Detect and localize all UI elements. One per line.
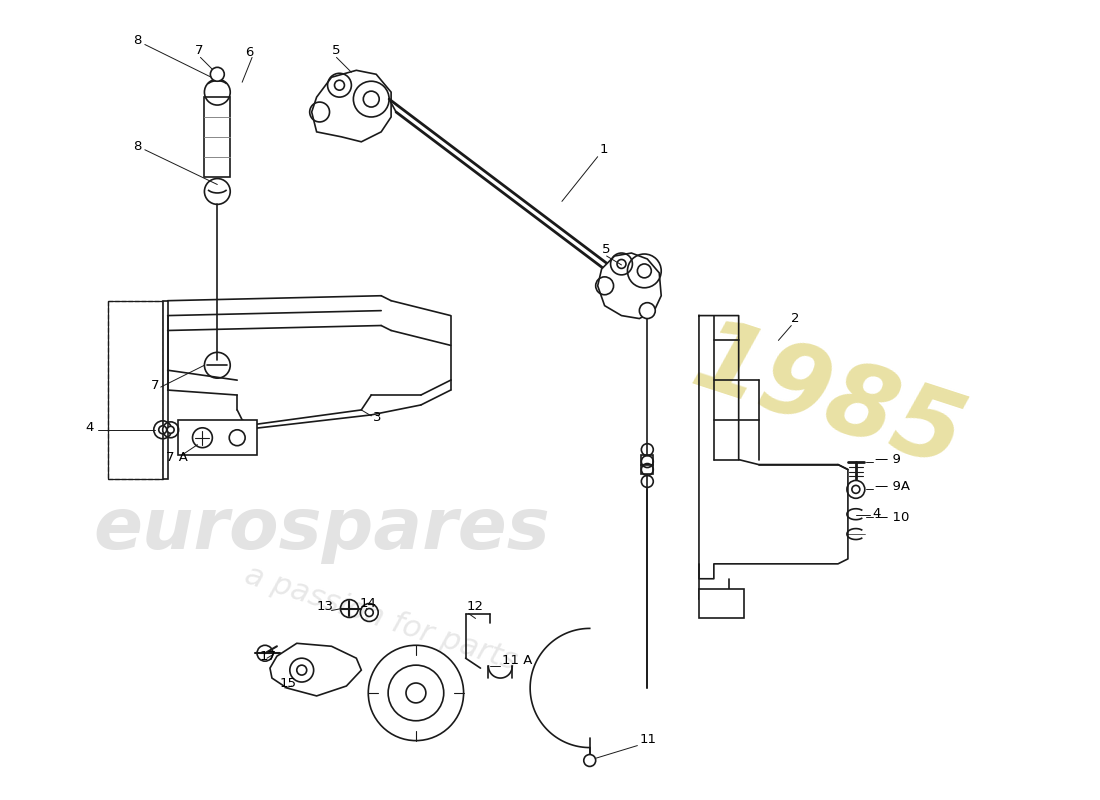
Circle shape xyxy=(365,609,373,617)
Circle shape xyxy=(851,486,860,494)
Text: 11 A: 11 A xyxy=(503,654,532,666)
Polygon shape xyxy=(205,97,230,177)
Polygon shape xyxy=(641,454,653,465)
Circle shape xyxy=(210,67,224,82)
Text: 8: 8 xyxy=(133,34,141,47)
Polygon shape xyxy=(177,420,257,454)
Text: — 9: — 9 xyxy=(874,453,901,466)
Text: 6: 6 xyxy=(245,46,253,59)
Text: 7 A: 7 A xyxy=(166,451,188,464)
Text: 14: 14 xyxy=(360,597,376,610)
Text: 7: 7 xyxy=(195,44,204,57)
Text: 15: 15 xyxy=(279,677,297,690)
Text: — 10: — 10 xyxy=(874,510,909,524)
Text: 5: 5 xyxy=(602,242,610,255)
Text: 5: 5 xyxy=(331,44,340,57)
Circle shape xyxy=(639,302,656,318)
Polygon shape xyxy=(597,253,661,318)
Text: a passion for parts: a passion for parts xyxy=(241,561,521,676)
Text: 1985: 1985 xyxy=(681,311,976,489)
Text: 8: 8 xyxy=(133,140,141,154)
Circle shape xyxy=(167,426,174,434)
Text: — 9A: — 9A xyxy=(874,480,910,493)
Text: 2: 2 xyxy=(791,312,800,325)
Text: 17: 17 xyxy=(260,650,277,662)
Text: 4: 4 xyxy=(872,506,881,520)
Text: 13: 13 xyxy=(317,600,333,613)
Text: 12: 12 xyxy=(466,600,484,613)
Text: 7: 7 xyxy=(151,378,160,392)
Polygon shape xyxy=(270,643,361,696)
Text: eurospares: eurospares xyxy=(94,494,550,563)
Text: 4: 4 xyxy=(86,422,94,434)
Circle shape xyxy=(158,426,167,434)
Polygon shape xyxy=(641,465,653,474)
Circle shape xyxy=(584,754,596,766)
Text: 11: 11 xyxy=(639,733,657,746)
Text: 3: 3 xyxy=(373,411,382,424)
Polygon shape xyxy=(311,70,392,142)
Text: 1: 1 xyxy=(600,143,608,156)
Polygon shape xyxy=(698,589,744,618)
Polygon shape xyxy=(163,301,167,479)
